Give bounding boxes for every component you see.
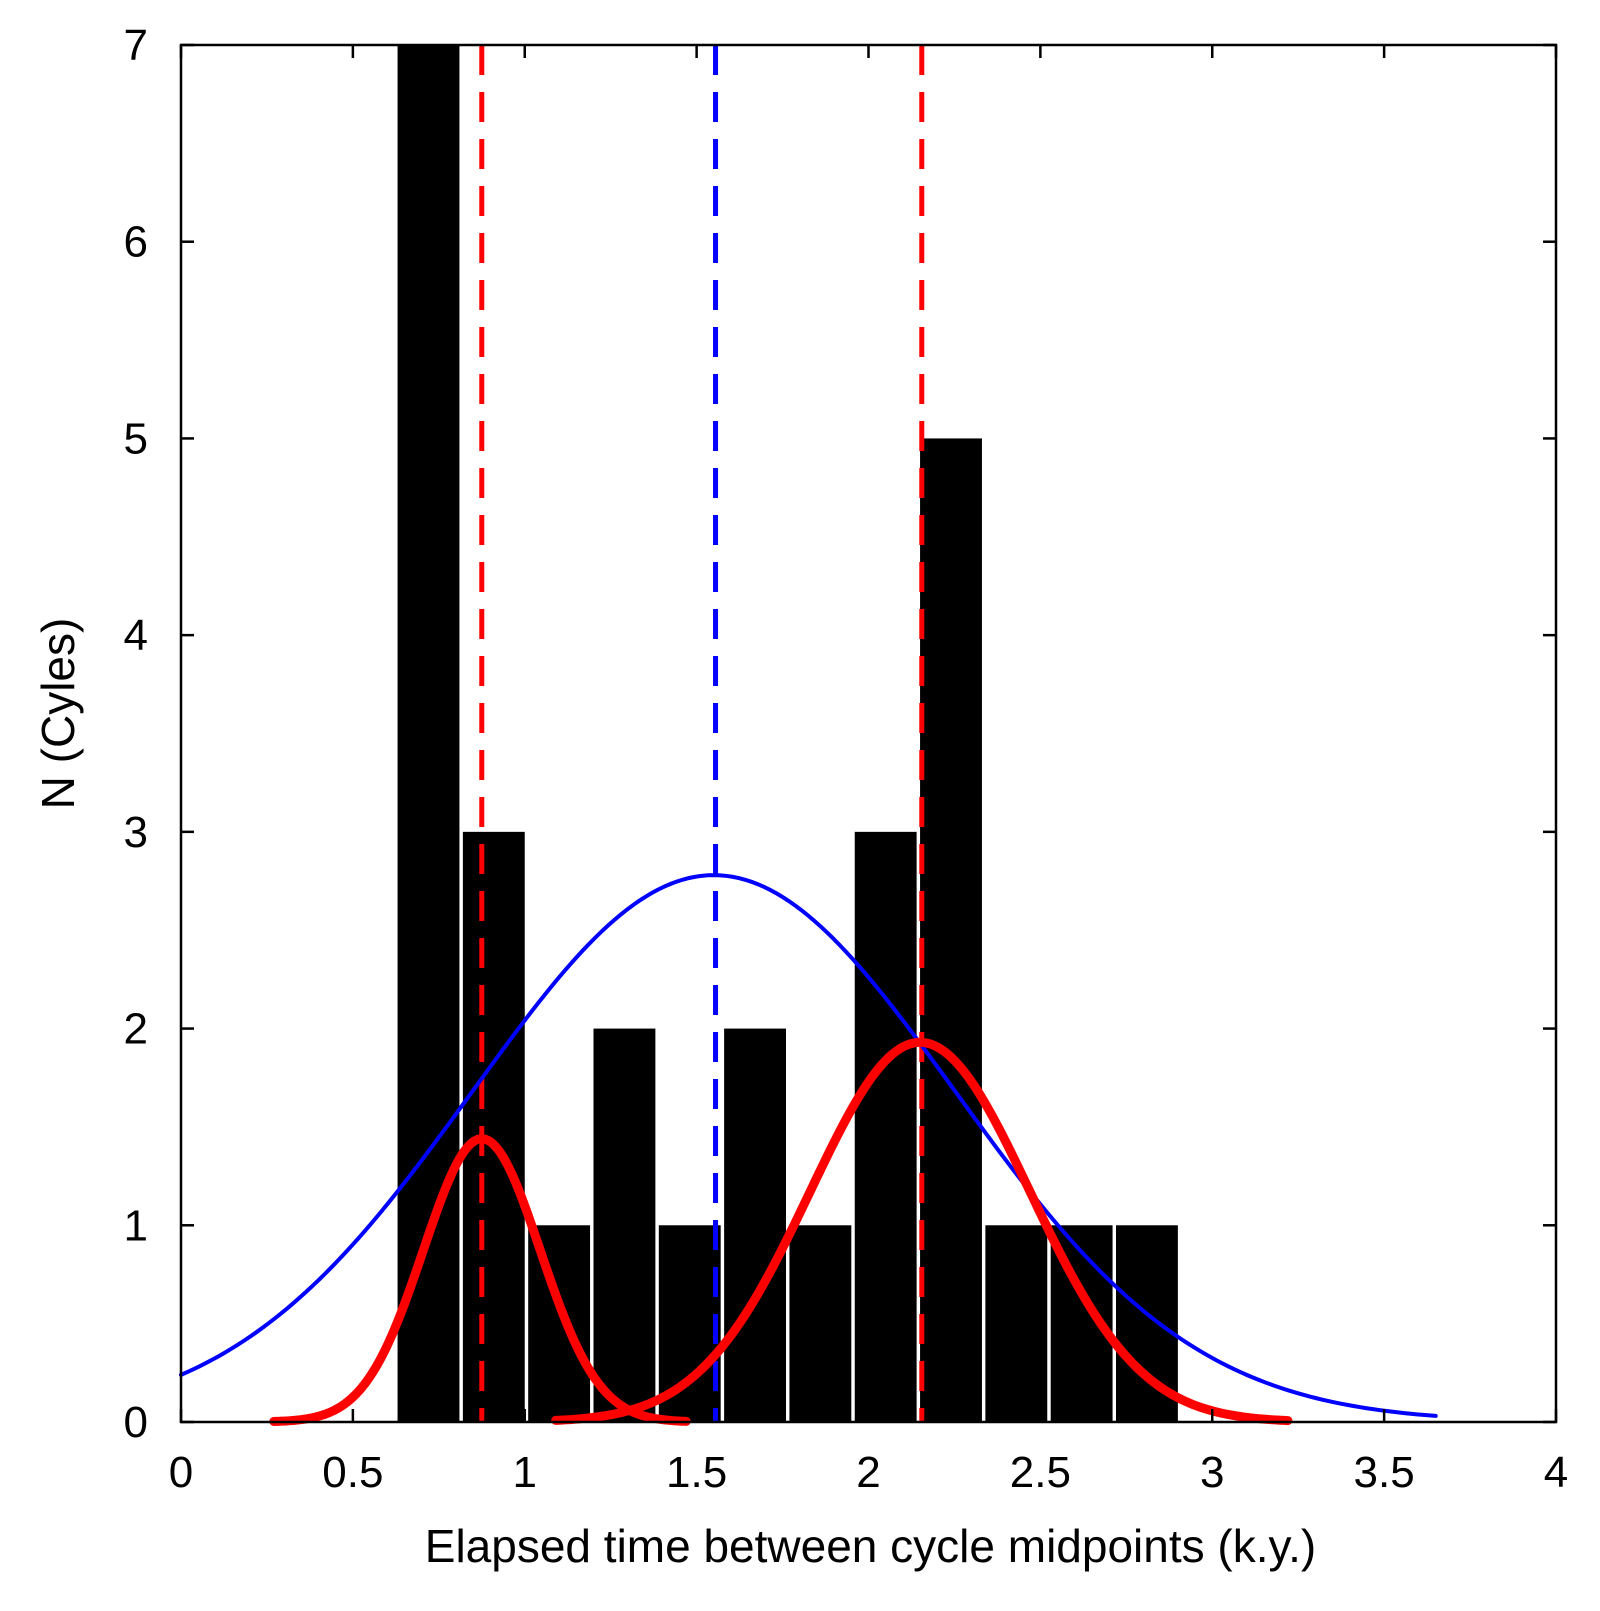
y-tick-labels: 0 1 2 3 4 5 6 7	[124, 21, 148, 1447]
histogram-bar-9	[920, 438, 982, 1422]
mean-lines	[479, 45, 925, 1422]
y-axis-label: N (Cyles)	[32, 618, 84, 810]
x-tick-labels: 0 0.5 1 1.5 2 2.5 3 3.5 4	[169, 1448, 1568, 1497]
y-tick-label: 7	[124, 21, 148, 70]
x-tick-label: 1.5	[666, 1448, 727, 1497]
x-axis-label: Elapsed time between cycle midpoints (k.…	[425, 1520, 1316, 1572]
histogram-bar-6	[724, 1028, 786, 1422]
y-tick-label: 4	[124, 611, 148, 660]
y-tick-label: 5	[124, 414, 148, 463]
axis-ticks	[179, 43, 1558, 1424]
fit-curves	[179, 873, 1438, 1426]
fit-curve-2	[269, 1134, 691, 1426]
y-tick-label: 2	[124, 1005, 148, 1054]
y-tick-label: 3	[124, 808, 148, 857]
histogram-bar-7	[789, 1225, 852, 1422]
histogram-bar-2	[462, 831, 525, 1422]
x-tick-label: 2	[856, 1448, 880, 1497]
histogram-bar-1	[397, 45, 460, 1422]
fit-curve-1	[179, 873, 1438, 1418]
x-tick-label: 3.5	[1354, 1448, 1415, 1497]
y-tick-label: 1	[124, 1201, 148, 1250]
x-tick-label: 0.5	[322, 1448, 383, 1497]
histogram-bar-10	[985, 1225, 1048, 1422]
x-tick-label: 2.5	[1010, 1448, 1071, 1497]
y-tick-label: 0	[124, 1398, 148, 1447]
y-tick-label: 6	[124, 218, 148, 267]
histogram-bars	[397, 45, 1178, 1422]
x-tick-label: 3	[1200, 1448, 1224, 1497]
x-tick-label: 4	[1544, 1448, 1568, 1497]
histogram-bar-8	[854, 831, 917, 1422]
x-tick-label: 1	[513, 1448, 537, 1497]
histogram-bar-4	[593, 1028, 656, 1422]
x-tick-label: 0	[169, 1448, 193, 1497]
fit-curve-3	[551, 1037, 1293, 1426]
